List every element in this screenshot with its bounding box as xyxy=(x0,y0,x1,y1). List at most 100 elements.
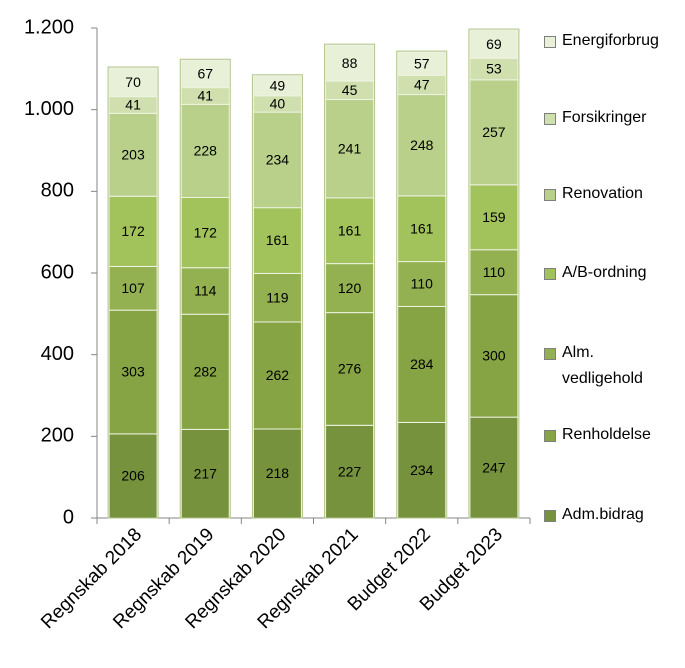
legend-swatch xyxy=(544,36,556,48)
data-label: 57 xyxy=(414,55,430,71)
data-label: 234 xyxy=(410,462,434,478)
bar-segment xyxy=(397,51,447,76)
data-label: 53 xyxy=(486,61,502,77)
legend-label: A/B-ordning xyxy=(562,264,647,281)
bar-outline xyxy=(396,50,448,519)
bar-segment xyxy=(397,421,447,519)
data-label: 206 xyxy=(121,468,145,484)
data-label: 40 xyxy=(270,96,286,112)
bar-segment xyxy=(108,195,158,267)
bar-segment xyxy=(469,79,519,186)
bar-segment xyxy=(108,112,158,197)
legend-item: Adm.bidrag xyxy=(544,502,674,528)
y-tick-label: 600 xyxy=(41,261,74,283)
bar-segment xyxy=(180,196,230,269)
bar-segment xyxy=(325,263,375,314)
bar-outline xyxy=(468,28,520,519)
data-label: 47 xyxy=(414,77,430,93)
data-label: 218 xyxy=(266,465,290,481)
data-label: 69 xyxy=(486,36,502,52)
bar-segment xyxy=(325,98,375,199)
bar-segment xyxy=(108,265,158,311)
bar-outline xyxy=(251,74,303,519)
data-label: 203 xyxy=(121,146,145,162)
bar-segment xyxy=(252,321,302,430)
bar-segment xyxy=(397,195,447,263)
data-label: 159 xyxy=(482,209,506,225)
y-tick-label: 1.200 xyxy=(24,16,74,38)
bar-segment xyxy=(325,312,375,426)
legend-label: Energiforbrug xyxy=(562,32,659,49)
data-label: 161 xyxy=(266,232,290,248)
data-label: 120 xyxy=(338,280,362,296)
data-label: 107 xyxy=(121,280,145,296)
data-label: 234 xyxy=(266,152,290,168)
legend-swatch xyxy=(544,268,556,280)
data-label: 88 xyxy=(342,55,358,71)
data-label: 248 xyxy=(410,137,434,153)
legend-label: Renovation xyxy=(562,185,643,202)
data-label: 241 xyxy=(338,140,362,156)
bar-segment xyxy=(252,428,302,519)
data-label: 217 xyxy=(194,465,218,481)
bar-segment xyxy=(180,428,230,519)
data-label: 45 xyxy=(342,82,358,98)
data-label: 300 xyxy=(482,348,506,364)
legend-label: Forsikringer xyxy=(562,109,647,126)
bar-outline xyxy=(179,58,231,519)
legend-swatch xyxy=(544,113,556,125)
data-label: 247 xyxy=(482,459,506,475)
bar-segment xyxy=(397,305,447,423)
bar-segment xyxy=(108,309,158,435)
bar-segment xyxy=(469,29,519,59)
legend-label: Alm. vedligehold xyxy=(562,344,643,387)
y-tick-label: 400 xyxy=(41,343,74,365)
legend-swatch xyxy=(544,510,556,522)
data-label: 67 xyxy=(197,66,213,82)
data-label: 282 xyxy=(194,364,218,380)
legend-swatch xyxy=(544,348,556,360)
bar-segment xyxy=(325,44,375,82)
data-label: 172 xyxy=(121,223,145,239)
legend-item: Renholdelse xyxy=(544,422,674,448)
data-label: 161 xyxy=(338,222,362,238)
data-label: 114 xyxy=(194,283,217,299)
data-label: 303 xyxy=(121,364,145,380)
data-label: 172 xyxy=(194,224,218,240)
legend-swatch xyxy=(544,189,556,201)
bar-segment xyxy=(469,249,519,296)
bar-segment xyxy=(252,272,302,323)
data-label: 110 xyxy=(411,276,434,292)
data-label: 110 xyxy=(483,264,506,280)
bar-segment xyxy=(108,67,158,98)
y-tick-label: 0 xyxy=(63,506,74,528)
data-label: 161 xyxy=(410,220,434,236)
bar-segment xyxy=(469,294,519,418)
data-label: 284 xyxy=(410,356,434,372)
data-label: 262 xyxy=(266,367,290,383)
y-tick-label: 1.000 xyxy=(24,98,74,120)
legend-swatch xyxy=(544,430,556,442)
legend-item: Forsikringer xyxy=(544,105,674,131)
data-label: 227 xyxy=(338,463,362,479)
data-label: 228 xyxy=(194,143,218,159)
data-label: 119 xyxy=(266,289,289,305)
y-tick-label: 200 xyxy=(41,425,74,447)
bar-segment xyxy=(180,267,230,315)
bar-segment xyxy=(180,103,230,198)
data-label: 257 xyxy=(482,124,506,140)
data-label: 49 xyxy=(270,77,286,93)
legend-item: Alm. vedligehold xyxy=(544,340,674,392)
bar-segment xyxy=(252,207,302,274)
bar-segment xyxy=(397,261,447,307)
legend-label: Adm.bidrag xyxy=(562,506,644,523)
bar-segment xyxy=(180,313,230,430)
legend-item: Energiforbrug xyxy=(544,28,674,54)
legend-item: A/B-ordning xyxy=(544,260,674,286)
bar-segment xyxy=(180,59,230,89)
data-label: 41 xyxy=(125,97,141,113)
data-label: 41 xyxy=(197,88,213,104)
y-tick-label: 800 xyxy=(41,180,74,202)
